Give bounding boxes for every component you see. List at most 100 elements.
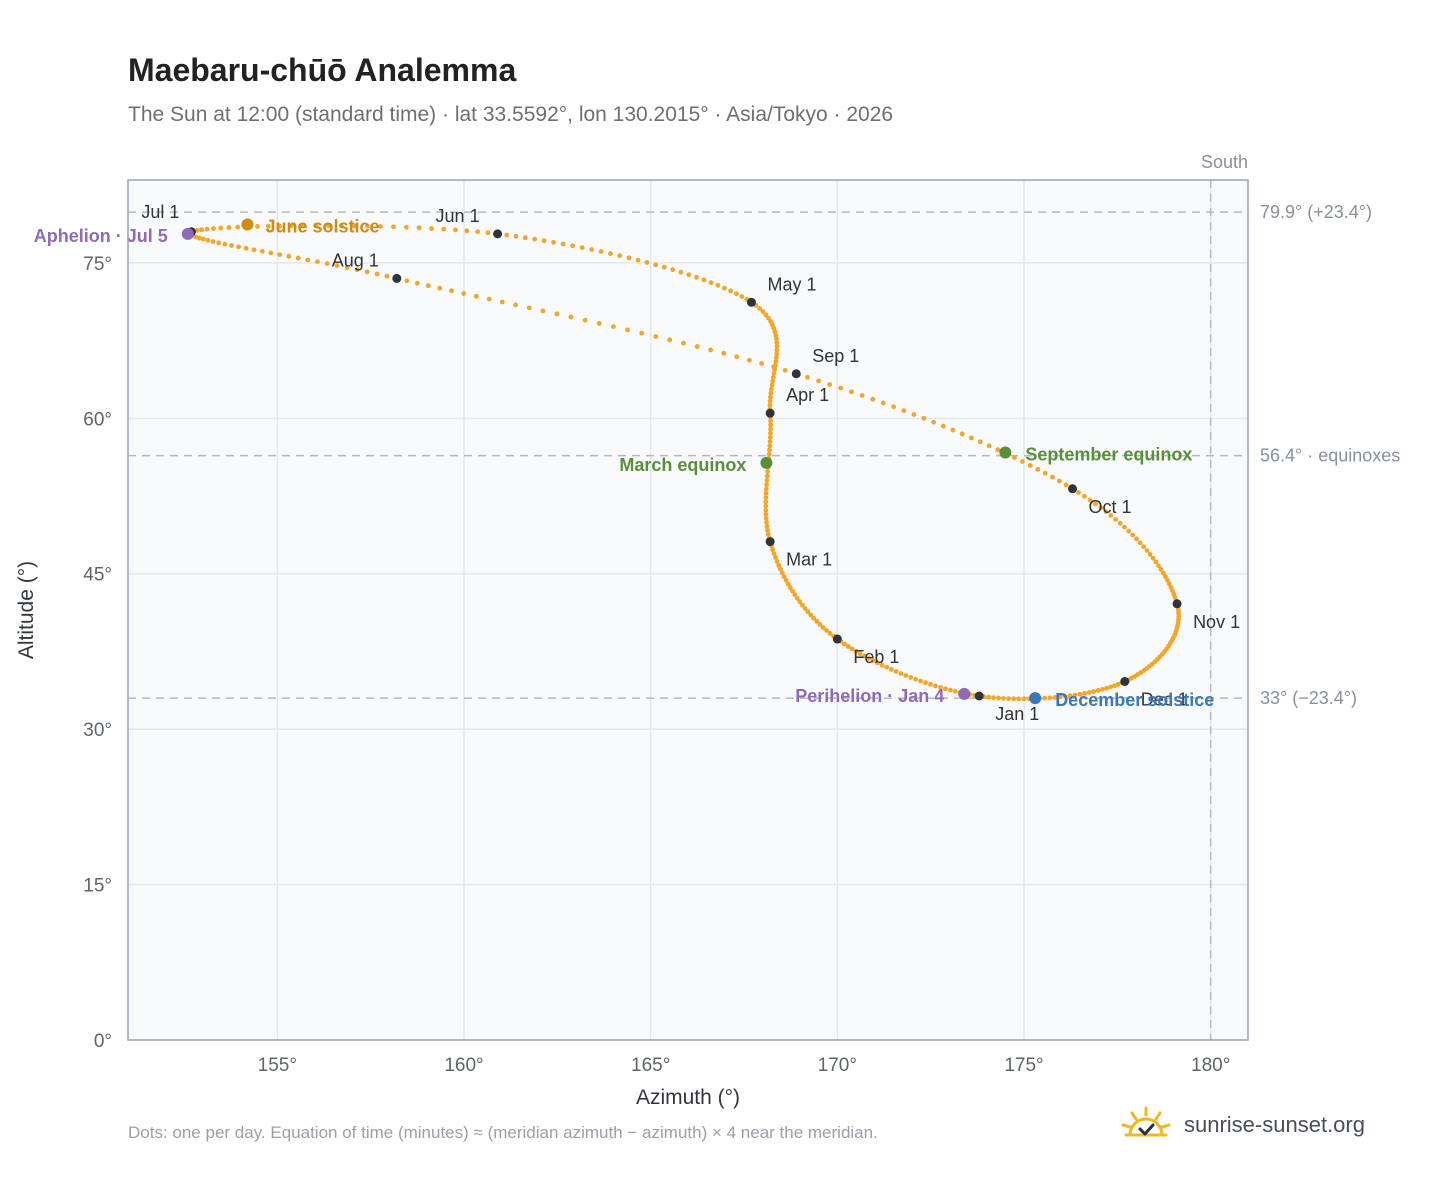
month-dot bbox=[765, 537, 775, 547]
day-dot bbox=[774, 347, 780, 353]
x-tick-label: 155° bbox=[258, 1055, 297, 1076]
day-dot bbox=[799, 602, 805, 608]
day-dot bbox=[686, 272, 692, 278]
reference-line-label: 33° (−23.4°) bbox=[1260, 688, 1357, 708]
day-dot bbox=[794, 595, 800, 601]
day-dot bbox=[1021, 696, 1027, 702]
day-dot bbox=[1115, 681, 1121, 687]
event-label: March equinox bbox=[619, 455, 746, 475]
day-dot bbox=[1042, 470, 1048, 476]
day-dot bbox=[429, 226, 434, 231]
day-dot bbox=[857, 651, 863, 657]
day-dot bbox=[1165, 577, 1170, 583]
day-dot bbox=[653, 262, 659, 268]
day-dot bbox=[764, 524, 770, 529]
day-dot bbox=[196, 235, 202, 241]
day-dot bbox=[475, 229, 481, 235]
day-dot bbox=[582, 317, 588, 323]
day-dot bbox=[764, 482, 770, 488]
day-dot bbox=[785, 581, 791, 587]
day-dot bbox=[1035, 466, 1041, 472]
day-dot bbox=[464, 228, 470, 234]
day-dot bbox=[977, 439, 983, 445]
event-dot bbox=[241, 218, 254, 231]
day-dot bbox=[792, 592, 798, 598]
day-dot bbox=[334, 263, 340, 269]
day-dot bbox=[708, 280, 714, 286]
day-dot bbox=[838, 385, 843, 391]
day-dot bbox=[1095, 688, 1101, 693]
day-dot bbox=[251, 247, 257, 253]
day-dot bbox=[204, 226, 210, 232]
day-dot bbox=[947, 687, 953, 693]
day-dot bbox=[365, 223, 370, 229]
day-dot bbox=[918, 678, 923, 684]
day-dot bbox=[959, 431, 965, 437]
day-dot bbox=[570, 243, 576, 249]
day-dot bbox=[441, 226, 447, 232]
day-dot bbox=[901, 408, 907, 414]
day-dot bbox=[827, 382, 833, 387]
day-dot bbox=[921, 415, 927, 421]
month-label: Dec 1 bbox=[1141, 689, 1188, 709]
day-dot bbox=[532, 236, 538, 242]
day-dot bbox=[774, 340, 780, 346]
day-dot bbox=[938, 684, 943, 690]
brand[interactable]: sunrise-sunset.org bbox=[1120, 1100, 1365, 1150]
day-dot bbox=[779, 570, 785, 576]
y-tick-label: 75° bbox=[83, 254, 112, 275]
day-dot bbox=[880, 400, 886, 406]
day-dot bbox=[770, 374, 776, 380]
day-dot bbox=[1153, 559, 1159, 565]
day-dot bbox=[767, 434, 773, 440]
day-dot bbox=[757, 305, 762, 311]
day-dot bbox=[1020, 459, 1025, 464]
day-dot bbox=[1150, 555, 1156, 561]
month-label: Sep 1 bbox=[812, 346, 859, 366]
day-dot bbox=[268, 250, 274, 256]
month-label: Feb 1 bbox=[853, 647, 899, 667]
day-dot bbox=[596, 321, 602, 326]
day-dot bbox=[305, 257, 311, 263]
day-dot bbox=[774, 351, 780, 357]
day-dot bbox=[625, 327, 630, 333]
day-dot bbox=[996, 695, 1001, 701]
event-dot bbox=[1029, 692, 1042, 705]
day-dot bbox=[884, 664, 890, 670]
day-dot bbox=[787, 585, 793, 591]
day-dot bbox=[940, 423, 946, 429]
day-dot bbox=[943, 686, 948, 692]
day-dot bbox=[526, 305, 532, 311]
day-dot bbox=[849, 389, 854, 395]
day-dot bbox=[770, 378, 776, 384]
reference-line-label: South bbox=[1201, 152, 1248, 172]
plot-background bbox=[128, 180, 1248, 1040]
day-dot bbox=[579, 245, 585, 251]
day-dot bbox=[1011, 455, 1017, 460]
day-dot bbox=[928, 681, 933, 687]
day-dot bbox=[1100, 686, 1105, 692]
event-dot bbox=[999, 446, 1012, 459]
x-tick-label: 175° bbox=[1004, 1055, 1043, 1076]
day-dot bbox=[286, 253, 292, 259]
day-dot bbox=[766, 315, 771, 321]
day-dot bbox=[414, 280, 420, 286]
day-dot bbox=[1103, 509, 1109, 514]
y-tick-label: 60° bbox=[83, 409, 112, 430]
event-dot bbox=[760, 456, 773, 469]
day-dot bbox=[908, 674, 914, 680]
brand-name: sunrise-sunset.org bbox=[1184, 1112, 1365, 1137]
day-dot bbox=[805, 609, 811, 615]
day-dot bbox=[817, 622, 823, 627]
day-dot bbox=[403, 224, 409, 230]
day-dot bbox=[222, 241, 228, 247]
day-dot bbox=[1077, 691, 1083, 697]
day-dot bbox=[891, 404, 897, 410]
day-dot bbox=[771, 364, 776, 370]
footnote: Dots: one per day. Equation of time (min… bbox=[128, 1123, 878, 1142]
day-dot bbox=[888, 667, 894, 672]
day-dot bbox=[608, 251, 613, 256]
day-dot bbox=[486, 296, 492, 302]
day-dot bbox=[635, 257, 641, 263]
day-dot bbox=[805, 374, 810, 380]
